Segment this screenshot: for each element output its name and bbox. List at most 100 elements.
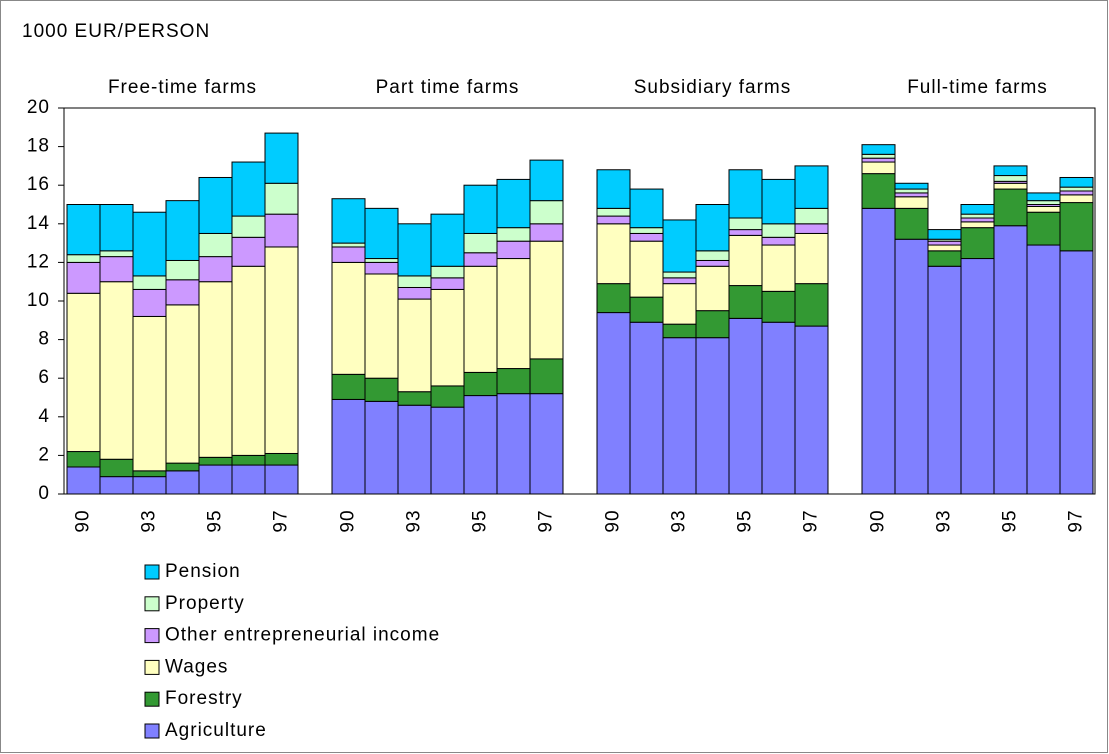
bar-segment: [132, 476, 167, 495]
y-tick-label: 12: [27, 251, 50, 272]
bar-segment: [463, 252, 498, 267]
bar-segment: [662, 219, 697, 273]
bar-segment: [397, 223, 432, 277]
bar-segment: [993, 225, 1028, 495]
bar-segment: [66, 451, 101, 468]
bar-segment: [231, 236, 266, 267]
bar-segment: [66, 204, 101, 256]
bar-segment: [927, 229, 962, 240]
bar-segment: [761, 178, 796, 225]
bar-segment: [364, 377, 399, 402]
bar-segment: [761, 236, 796, 246]
bar-segment: [132, 315, 167, 472]
bar-segment: [397, 391, 432, 406]
bar-segment: [1026, 244, 1061, 495]
bar-segment: [629, 227, 664, 234]
bar-segment: [132, 275, 167, 290]
bar-segment: [132, 288, 167, 317]
bar-segment: [1059, 250, 1094, 495]
y-tick-label: 20: [27, 97, 50, 118]
plot-area: [63, 107, 1096, 495]
bar-segment: [331, 373, 366, 400]
bar-segment: [364, 258, 399, 263]
bar-segment: [695, 265, 730, 312]
bar-segment: [894, 182, 929, 190]
legend-label: Pension: [165, 561, 241, 582]
bar-segment: [165, 470, 200, 495]
bar-segment: [1059, 202, 1094, 252]
bar-segment: [629, 240, 664, 298]
bar-segment: [728, 317, 763, 495]
bar-segment: [496, 393, 531, 495]
legend-label: Wages: [165, 656, 228, 677]
bar-segment: [231, 464, 266, 495]
bar-segment: [662, 337, 697, 495]
bar-segment: [596, 215, 631, 225]
bar-segment: [231, 265, 266, 456]
bar-segment: [430, 265, 465, 279]
x-tick-label: 95: [735, 509, 756, 532]
legend-swatch: [144, 564, 160, 580]
bar-segment: [529, 223, 564, 242]
bar-segment: [761, 223, 796, 238]
bar-segment: [198, 256, 233, 283]
bar-segment: [794, 207, 829, 225]
legend-swatch: [144, 628, 160, 644]
bar-segment: [496, 258, 531, 370]
bar-segment: [596, 283, 631, 314]
bar-segment: [993, 182, 1028, 190]
bar-segment: [927, 250, 962, 267]
x-tick-label: 95: [1000, 509, 1021, 532]
bar-segment: [629, 321, 664, 495]
bar-segment: [66, 261, 101, 294]
bar-segment: [99, 204, 134, 252]
bar-segment: [794, 223, 829, 234]
bar-segment: [264, 246, 299, 454]
bar-segment: [66, 292, 101, 453]
bar-segment: [761, 244, 796, 292]
bar-segment: [596, 223, 631, 285]
bar-segment: [894, 188, 929, 194]
bar-segment: [993, 188, 1028, 227]
x-tick-label: 95: [205, 509, 226, 532]
bar-segment: [596, 207, 631, 217]
bar-segment: [894, 238, 929, 495]
bar-segment: [960, 227, 995, 260]
bar-segment: [264, 182, 299, 215]
bar-segment: [331, 246, 366, 263]
bar-segment: [529, 393, 564, 495]
bar-segment: [662, 271, 697, 279]
bar-segment: [960, 258, 995, 495]
bar-segment: [198, 176, 233, 234]
bar-segment: [1059, 194, 1094, 204]
bar-segment: [496, 368, 531, 395]
bar-segment: [662, 283, 697, 325]
y-tick-label: 0: [38, 483, 50, 504]
y-tick-label: 6: [38, 367, 50, 388]
bar-segment: [529, 240, 564, 360]
legend-swatch: [144, 659, 160, 675]
x-tick-label: 90: [603, 509, 624, 532]
bar-segment: [231, 454, 266, 466]
bar-segment: [861, 207, 896, 495]
legend-label: Forestry: [165, 688, 243, 709]
bar-segment: [331, 261, 366, 375]
bar-segment: [132, 211, 167, 277]
bar-segment: [1026, 211, 1061, 246]
x-tick-label: 93: [139, 509, 160, 532]
bar-segment: [794, 165, 829, 209]
bar-segment: [165, 304, 200, 464]
bar-segment: [430, 288, 465, 387]
legend-label: Property: [165, 593, 245, 614]
bar-segment: [264, 452, 299, 466]
bar-segment: [695, 337, 730, 495]
x-tick-label: 93: [934, 509, 955, 532]
bar-segment: [728, 217, 763, 231]
y-tick-label: 14: [27, 213, 50, 234]
bar-segment: [728, 169, 763, 219]
legend-swatch: [144, 723, 160, 739]
y-tick-label: 4: [38, 406, 50, 427]
bar-segment: [463, 265, 498, 373]
bar-segment: [463, 232, 498, 254]
